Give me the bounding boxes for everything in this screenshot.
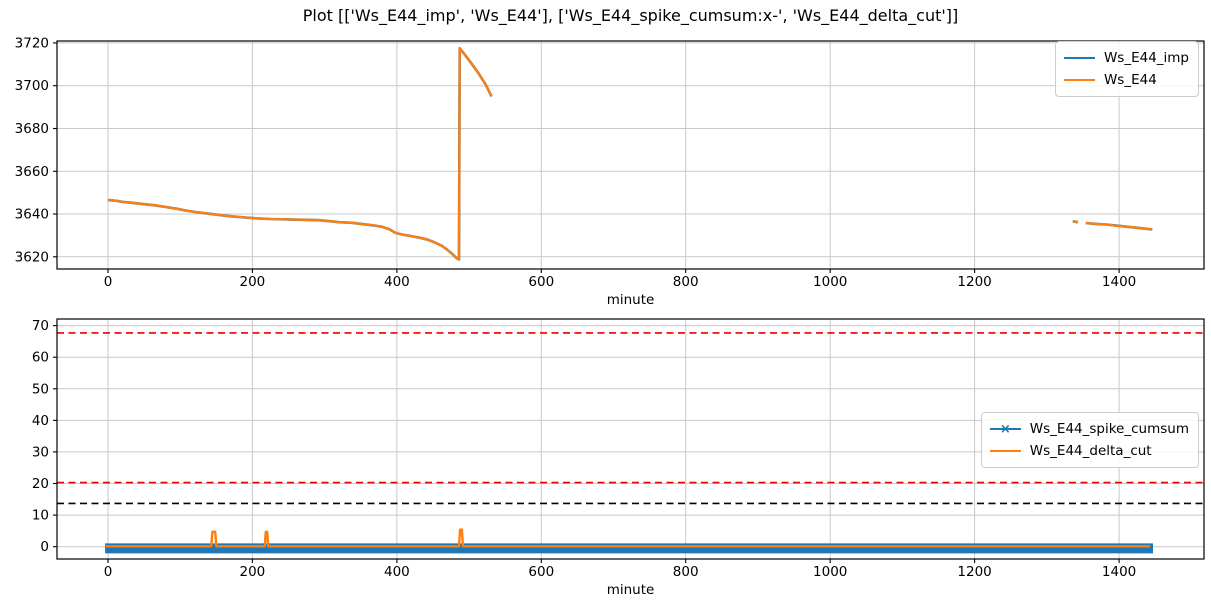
y-tick-label: 3640 xyxy=(15,207,49,223)
legend-label: Ws_E44_spike_cumsum xyxy=(1029,421,1189,437)
legend-x-marker: × xyxy=(999,421,1011,437)
series-line-Ws_E44 xyxy=(1072,220,1079,224)
y-tick-label: 3700 xyxy=(15,78,49,94)
x-tick-label: 600 xyxy=(528,274,554,290)
x-tick-label: 0 xyxy=(104,274,113,290)
legend-label: Ws_E44_imp xyxy=(1103,50,1189,66)
legend-line xyxy=(1063,56,1095,59)
y-tick-label: 70 xyxy=(32,318,49,334)
x-tick-label: 600 xyxy=(528,564,554,580)
x-axis-label: minute xyxy=(607,582,655,598)
legend-line xyxy=(989,427,1021,430)
x-tick-label: 1000 xyxy=(813,274,847,290)
x-axis-label: minute xyxy=(607,292,655,308)
top-plot-canvas: 0 200 400 600 800 1000 1200 1400 3620 3640 3660 368… xyxy=(15,35,1205,308)
y-tick-label: 0 xyxy=(40,539,49,555)
legend-label: Ws_E44 xyxy=(1103,72,1157,88)
series-line-Ws_E44 xyxy=(1085,221,1153,231)
x-tick-label: 800 xyxy=(673,274,699,290)
legend-marker xyxy=(1064,51,1095,66)
y-tick-label: 3660 xyxy=(15,164,49,180)
axes-spines xyxy=(56,318,1205,560)
series-line-Ws_E44_delta_cut xyxy=(105,528,1151,548)
y-tick-label: 3620 xyxy=(15,249,49,265)
x-tick-label: 400 xyxy=(384,564,410,580)
figure-title: Plot [['Ws_E44_imp', 'Ws_E44'], ['Ws_E44… xyxy=(302,6,959,25)
legend-marker xyxy=(1064,73,1095,88)
line-x-sample-icon: × xyxy=(989,421,1021,437)
series-line-Ws_E44_imp xyxy=(107,46,493,261)
line-sample-icon xyxy=(1063,51,1095,66)
legend-line xyxy=(989,449,1021,452)
y-tick-label: 50 xyxy=(32,381,49,397)
x-tick-label: 200 xyxy=(240,564,266,580)
x-tick-label: 1200 xyxy=(957,564,991,580)
series-line-Ws_E44 xyxy=(107,47,493,261)
x-tick-label: 800 xyxy=(673,564,699,580)
x-tick-label: 1400 xyxy=(1102,564,1136,580)
legend-entry-ws-e44: Ws_E44 xyxy=(1063,69,1189,91)
y-tick-label: 3680 xyxy=(15,121,49,137)
y-tick-label: 20 xyxy=(32,476,49,492)
bottom-legend: × Ws_E44_spike_cumsum Ws_E44_delta_cut xyxy=(980,412,1199,468)
y-tick-label: 30 xyxy=(32,444,49,460)
legend-entry-ws-e44-spike-cumsum: × Ws_E44_spike_cumsum xyxy=(989,418,1189,440)
x-tick-label: 1000 xyxy=(813,564,847,580)
line-sample-icon xyxy=(1063,73,1095,88)
line-sample-icon xyxy=(989,444,1021,459)
legend-marker xyxy=(990,444,1021,459)
x-tick-label: 1200 xyxy=(957,274,991,290)
x-tick-label: 200 xyxy=(240,274,266,290)
legend-entry-ws-e44-delta-cut: Ws_E44_delta_cut xyxy=(989,440,1189,462)
x-tick-label: 400 xyxy=(384,274,410,290)
y-tick-label: 60 xyxy=(32,350,49,366)
legend-line xyxy=(1063,78,1095,81)
x-tick-label: 0 xyxy=(104,564,113,580)
legend-label: Ws_E44_delta_cut xyxy=(1029,443,1152,459)
top-legend: Ws_E44_imp Ws_E44 xyxy=(1054,41,1199,97)
legend-entry-ws-e44-imp: Ws_E44_imp xyxy=(1063,47,1189,69)
y-tick-label: 40 xyxy=(32,413,49,429)
x-tick-label: 1400 xyxy=(1102,274,1136,290)
y-tick-label: 10 xyxy=(32,508,49,524)
axes-spines xyxy=(56,40,1205,270)
y-tick-label: 3720 xyxy=(15,35,49,51)
